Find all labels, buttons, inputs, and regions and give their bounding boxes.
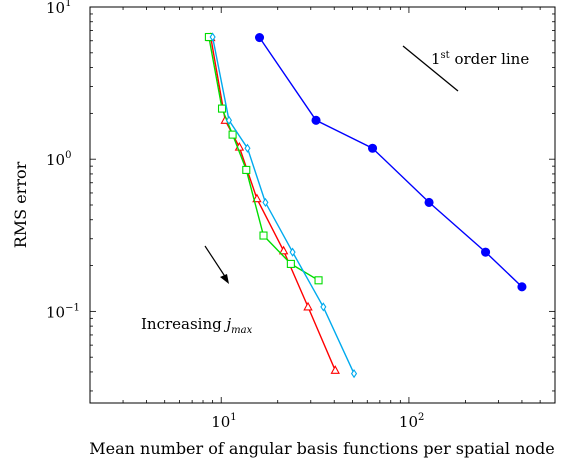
series-circle: [254, 32, 527, 292]
data-point: [259, 231, 268, 240]
data-point: [311, 115, 321, 125]
data-point: [286, 259, 295, 268]
data-point: [481, 247, 491, 257]
axis-ticks: 101 102 10−1 100 101: [46, 0, 556, 431]
increasing-arrow-head: [220, 274, 229, 284]
data-point: [320, 302, 327, 312]
data-point: [350, 369, 358, 379]
data-point: [303, 301, 313, 311]
series-line: [258, 37, 523, 288]
first-order-reference-line: [402, 45, 459, 92]
series-diamond: [209, 32, 358, 379]
data-point: [314, 276, 323, 285]
data-point: [278, 245, 289, 255]
data-point: [367, 143, 378, 153]
data-point: [244, 143, 251, 153]
data-point: [252, 193, 262, 203]
y-tick-label: 10−1: [46, 302, 80, 321]
y-tick-label: 100: [46, 150, 71, 169]
y-axis-label: RMS error: [11, 161, 30, 248]
x-axis-label: Mean number of angular basis functions p…: [89, 439, 554, 458]
data-point: [517, 282, 527, 292]
data-point: [289, 247, 296, 257]
increasing-arrow-shaft: [204, 245, 227, 279]
data-point: [228, 130, 237, 139]
data-point: [424, 197, 434, 207]
data-point: [209, 32, 216, 42]
y-tick-label: 101: [46, 0, 71, 17]
x-tick-label: 102: [399, 412, 424, 431]
series-line: [208, 36, 319, 281]
x-tick-label: 101: [211, 412, 236, 431]
data-point: [330, 365, 340, 374]
series-square: [204, 32, 323, 285]
data-point: [217, 104, 227, 113]
increasing-jmax-label: Increasing jmax: [141, 315, 253, 336]
series-layer: [204, 32, 527, 379]
data-point: [242, 165, 251, 174]
data-point: [262, 197, 269, 207]
data-point: [225, 115, 233, 125]
data-point: [254, 32, 265, 43]
order-line-label: 1st order line: [431, 50, 529, 68]
series-line: [211, 36, 355, 374]
